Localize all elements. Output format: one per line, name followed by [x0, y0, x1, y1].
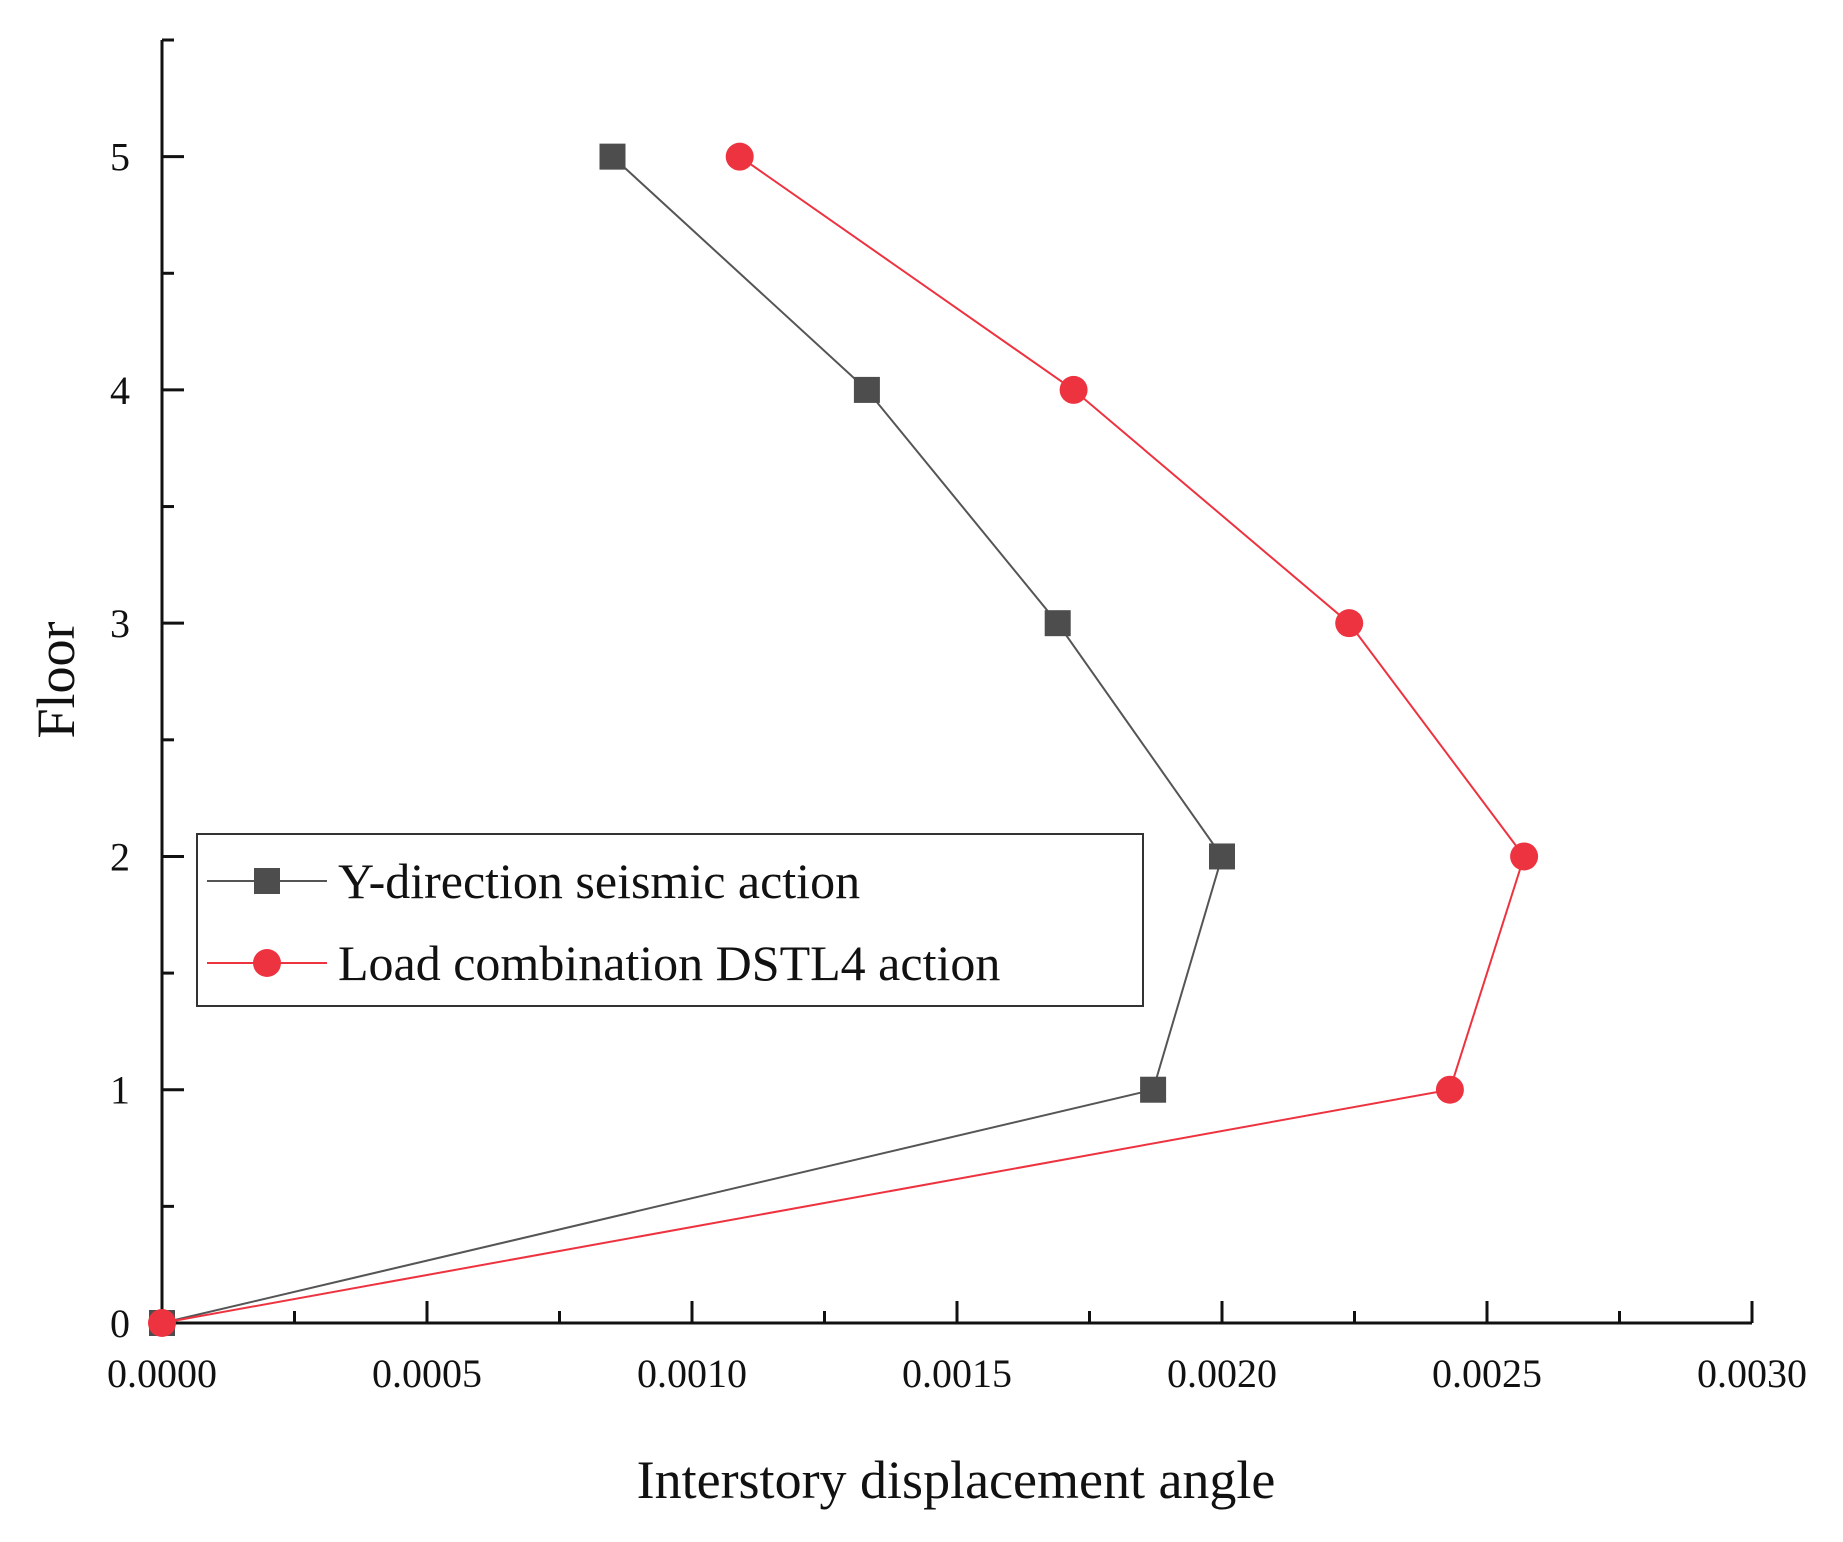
data-point-square — [1209, 843, 1235, 870]
x-tick-label: 0.0030 — [1697, 1351, 1807, 1396]
data-point-circle — [148, 1309, 176, 1337]
data-point-circle — [1510, 842, 1539, 871]
data-point-square — [853, 376, 880, 403]
data-point-circle — [1435, 1075, 1464, 1104]
legend: Y-direction seismic action Load combinat… — [196, 833, 1144, 1007]
legend-marker-dstl4 — [253, 949, 281, 977]
y-tick-label: 5 — [110, 135, 130, 180]
axes: 0.0000 0.0005 0.0010 0.0015 0.0020 0.0025 0.00… — [107, 38, 1807, 1396]
x-tick-label: 0.0000 — [107, 1351, 217, 1396]
y-tick-label: 3 — [110, 601, 130, 646]
data-point-circle — [725, 142, 754, 171]
data-point-square — [1044, 610, 1071, 637]
x-axis-title: Interstory displacement angle — [637, 1450, 1276, 1510]
y-tick-label: 1 — [110, 1068, 130, 1113]
legend-box — [196, 833, 1144, 1007]
x-tick-label: 0.0020 — [1167, 1351, 1277, 1396]
x-tick-label: 0.0015 — [902, 1351, 1012, 1396]
legend-label-dstl4: Load combination DSTL4 action — [338, 935, 1000, 991]
x-tick-label: 0.0005 — [372, 1351, 482, 1396]
y-axis-title: Floor — [26, 621, 86, 738]
series-line-1 — [161, 155, 1526, 1324]
legend-label-y-direction: Y-direction seismic action — [338, 853, 860, 909]
legend-marker-y-direction — [254, 868, 280, 894]
data-point-square — [1140, 1076, 1167, 1103]
y-tick-label: 2 — [110, 834, 130, 879]
series-line-0 — [161, 155, 1224, 1324]
data-point-square — [599, 143, 626, 170]
x-tick-label: 0.0010 — [637, 1351, 747, 1396]
data-point-circle — [1335, 609, 1364, 638]
x-tick-label: 0.0025 — [1432, 1351, 1542, 1396]
y-tick-label: 4 — [110, 368, 130, 413]
y-tick-label: 0 — [110, 1301, 130, 1346]
data-point-circle — [1059, 375, 1088, 404]
series-layer — [148, 142, 1539, 1337]
